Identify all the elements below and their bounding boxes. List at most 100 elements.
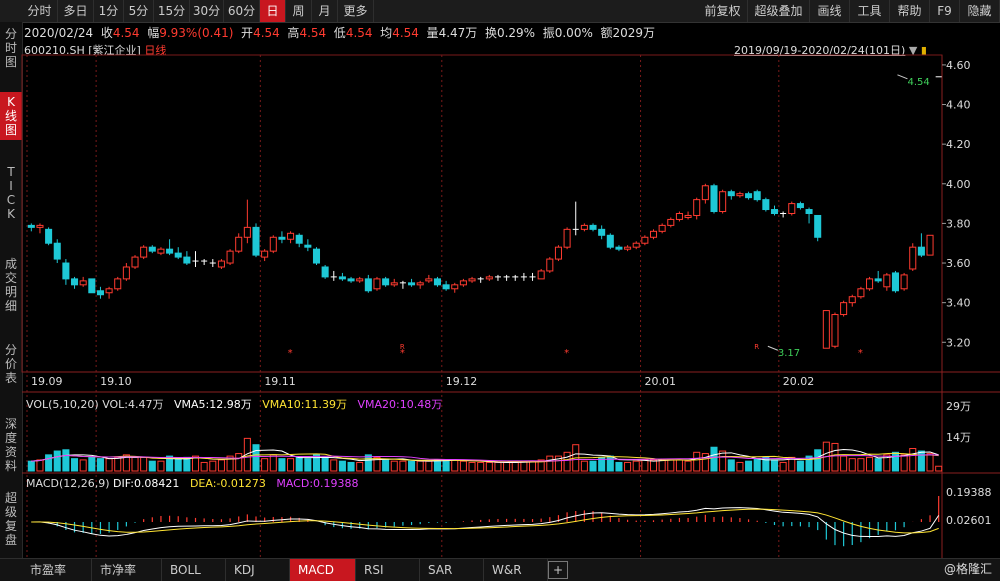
indicator-tab-8[interactable]: + xyxy=(548,561,568,579)
indicator-tab-5[interactable]: RSI xyxy=(356,559,420,581)
candle-body xyxy=(408,282,416,286)
sidebar-item-5[interactable]: 深度资料 xyxy=(0,414,22,476)
indicator-tab-4[interactable]: MACD xyxy=(290,559,356,581)
period-tab-0[interactable]: 分时 xyxy=(22,0,58,22)
volume-bar xyxy=(148,460,156,472)
candle-body xyxy=(684,214,692,218)
volume-bar xyxy=(701,453,709,472)
avg-value: 4.54 xyxy=(392,26,419,40)
sidebar-item-6[interactable]: 超级复盘 xyxy=(0,488,22,550)
candle-body xyxy=(390,282,398,286)
volume-bar xyxy=(736,461,744,472)
volume-bar xyxy=(364,454,372,472)
indicator-tab-7[interactable]: W&R xyxy=(484,559,548,581)
period-tab-1[interactable]: 多日 xyxy=(58,0,94,22)
high-label: 高 xyxy=(287,26,300,40)
candle-body xyxy=(278,236,286,240)
indicator-tab-1[interactable]: 市净率 xyxy=(92,559,162,581)
toolbar-right-button-5[interactable]: F9 xyxy=(930,0,960,22)
candle-body xyxy=(226,250,234,264)
toolbar-right-button-6[interactable]: 隐藏 xyxy=(960,0,1000,22)
period-tab-10[interactable]: 更多 xyxy=(338,0,374,22)
lock-icon[interactable]: ▮ xyxy=(920,44,927,57)
period-tab-9[interactable]: 月 xyxy=(312,0,338,22)
watermark: @格隆汇 xyxy=(943,562,992,576)
toolbar-right-button-0[interactable]: 前复权 xyxy=(698,0,748,22)
volume-bar xyxy=(891,451,899,472)
amount-value: 2029万 xyxy=(612,26,656,40)
candle-body xyxy=(88,278,96,294)
period-tab-7[interactable]: 日 xyxy=(260,0,286,22)
vma20-value: VMA20:10.48万 xyxy=(357,398,443,411)
volume-bar xyxy=(546,455,554,472)
candle-body xyxy=(235,236,243,252)
volume-bar xyxy=(606,455,614,472)
volume-bar xyxy=(572,444,580,472)
toolbar-right-button-3[interactable]: 工具 xyxy=(850,0,890,22)
change-value: 9.93%(0.41) xyxy=(159,26,234,40)
candle-body xyxy=(79,280,87,286)
indicator-tab-0[interactable]: 市盈率 xyxy=(22,559,92,581)
candle-body xyxy=(122,266,130,280)
period-tab-6[interactable]: 60分 xyxy=(224,0,260,22)
volume-bar xyxy=(779,461,787,472)
volume-bar xyxy=(408,460,416,472)
volume-bar xyxy=(295,456,303,472)
volume-bar xyxy=(822,441,830,472)
volume-bar xyxy=(261,458,269,472)
volume-bar xyxy=(848,458,856,472)
candle-body xyxy=(615,246,623,250)
star-marker: * xyxy=(400,348,405,359)
candle-body xyxy=(27,224,35,228)
date-tick-label: 19.09 xyxy=(31,375,63,388)
period-tab-5[interactable]: 30分 xyxy=(190,0,224,22)
sidebar-item-0[interactable]: 分时图 xyxy=(0,24,22,72)
toolbar-right-button-4[interactable]: 帮助 xyxy=(890,0,930,22)
toolbar-right-button-1[interactable]: 超级叠加 xyxy=(748,0,810,22)
sidebar-item-3[interactable]: 成交明细 xyxy=(0,254,22,316)
candle-body xyxy=(632,242,640,248)
period-tab-8[interactable]: 周 xyxy=(286,0,312,22)
candle-body xyxy=(719,191,727,213)
volume-bar xyxy=(840,455,848,472)
candle-body xyxy=(701,185,709,201)
sidebar-item-4[interactable]: 分价表 xyxy=(0,340,22,388)
vma-line xyxy=(31,452,939,463)
turnover-value: 0.29% xyxy=(496,26,536,40)
volume-bar xyxy=(917,450,925,472)
date-range[interactable]: 2019/09/19-2020/02/24(101日) ▼ ▮ xyxy=(734,42,927,58)
candle-body xyxy=(338,276,346,280)
period-tab-3[interactable]: 5分 xyxy=(124,0,154,22)
candle-body xyxy=(312,248,321,264)
period-tab-2[interactable]: 1分 xyxy=(94,0,124,22)
toolbar-right-button-2[interactable]: 画线 xyxy=(810,0,850,22)
open-label: 开 xyxy=(241,26,254,40)
volume-bar xyxy=(874,458,882,472)
candle-body xyxy=(269,236,277,252)
macd-indicator-line: MACD(12,26,9) DIF:0.08421 DEA:-0.01273 M… xyxy=(26,477,359,490)
candle-body xyxy=(304,244,312,248)
sidebar-item-label: 超级复盘 xyxy=(4,491,17,547)
volume-bar xyxy=(226,455,234,472)
candle-body xyxy=(252,226,260,256)
volume-bar xyxy=(122,454,130,472)
candle-body xyxy=(425,278,433,282)
candle-body xyxy=(36,224,44,228)
macd-tick-label: 0.19388 xyxy=(946,486,992,499)
indicator-tab-2[interactable]: BOLL xyxy=(162,559,226,581)
dropdown-triangle-icon[interactable]: ▼ xyxy=(908,44,918,57)
indicator-tab-3[interactable]: KDJ xyxy=(226,559,290,581)
price-tick-label: 3.80 xyxy=(946,217,971,230)
period-tab-4[interactable]: 15分 xyxy=(154,0,190,22)
candle-body xyxy=(624,246,632,250)
indicator-tab-6[interactable]: SAR xyxy=(420,559,484,581)
star-marker: * xyxy=(564,348,569,359)
r-marker: R xyxy=(754,343,759,351)
candle-body xyxy=(546,258,554,272)
vma10-value: VMA10:11.39万 xyxy=(262,398,347,411)
star-marker: * xyxy=(288,348,293,359)
candle-body xyxy=(805,209,813,215)
